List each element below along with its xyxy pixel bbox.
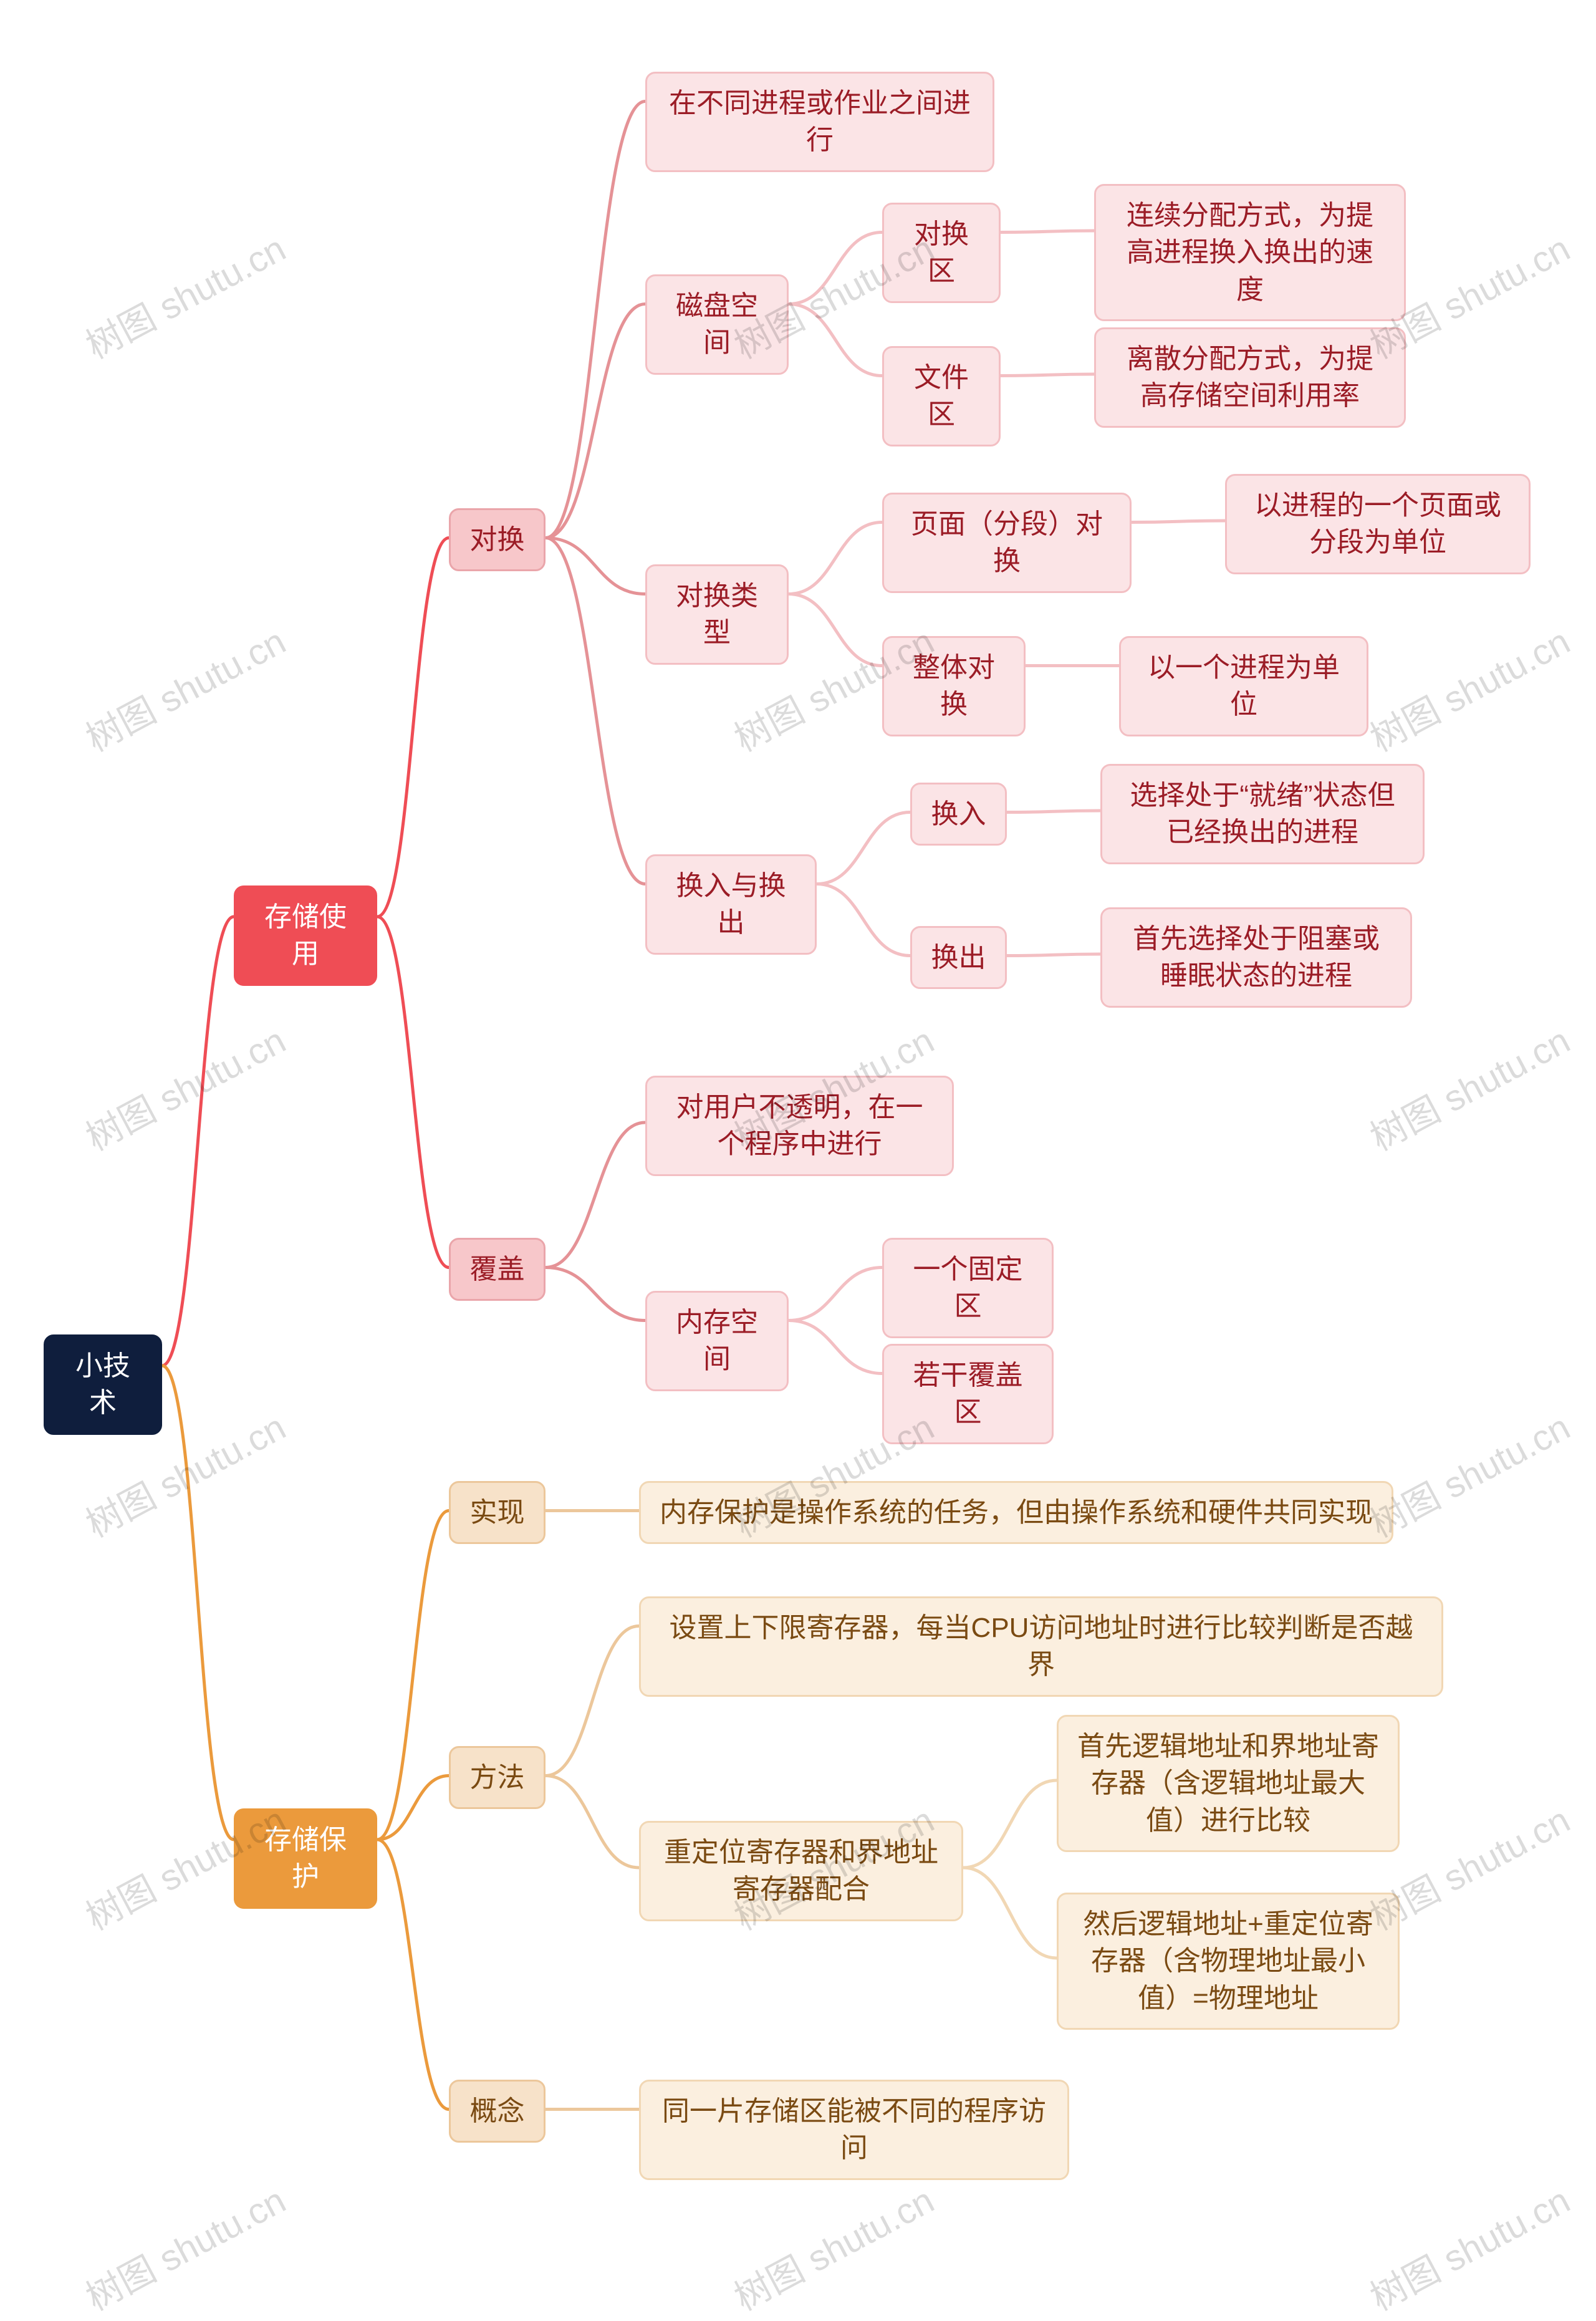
edge-method-method_1 xyxy=(546,1626,639,1776)
edge-storage_use-swap xyxy=(377,538,449,917)
edge-storage_prot-impl xyxy=(377,1511,449,1840)
edge-root-storage_prot xyxy=(162,1366,234,1840)
edge-inout-swapout xyxy=(817,884,910,956)
edge-method-method_2 xyxy=(546,1776,639,1868)
node-swapin_d[interactable]: 选择处于“就绪”状态但已经换出的进程 xyxy=(1100,764,1425,864)
edge-mem_space-fixed_area xyxy=(789,1268,882,1321)
edge-method_2-method_2a xyxy=(963,1780,1057,1868)
edge-storage_prot-concept xyxy=(377,1840,449,2110)
node-swapin[interactable]: 换入 xyxy=(910,783,1007,846)
node-swap_area[interactable]: 对换区 xyxy=(882,203,1001,303)
edge-swap-disk_space xyxy=(546,304,645,538)
node-concept_d[interactable]: 同一片存储区能被不同的程序访问 xyxy=(639,2080,1069,2180)
node-inout[interactable]: 换入与换出 xyxy=(645,854,817,955)
edge-file_area-file_area_d xyxy=(1001,374,1094,376)
watermark: 树图 shutu.cn xyxy=(75,220,294,369)
node-mem_space[interactable]: 内存空间 xyxy=(645,1291,789,1391)
edge-swap-swap_proc xyxy=(546,102,645,538)
edge-swap_type-whole_swap xyxy=(789,594,882,666)
edge-disk_space-file_area xyxy=(789,304,882,376)
edge-swapout-swapout_d xyxy=(1007,954,1100,956)
edge-overlay-mem_space xyxy=(546,1268,645,1321)
edge-overlay-overlay_u xyxy=(546,1122,645,1268)
edge-inout-swapin xyxy=(817,813,910,884)
edge-method_2-method_2b xyxy=(963,1868,1057,1958)
watermark: 树图 shutu.cn xyxy=(1360,2171,1578,2320)
node-storage_prot[interactable]: 存储保护 xyxy=(234,1808,377,1909)
node-overlay_u[interactable]: 对用户不透明，在一个程序中进行 xyxy=(645,1076,954,1176)
edge-storage_use-overlay xyxy=(377,917,449,1268)
node-page_swap_d[interactable]: 以进程的一个页面或分段为单位 xyxy=(1225,474,1531,574)
node-page_swap[interactable]: 页面（分段）对换 xyxy=(882,493,1132,593)
node-method_2a[interactable]: 首先逻辑地址和界地址寄存器（含逻辑地址最大值）进行比较 xyxy=(1057,1715,1400,1852)
node-file_area_d[interactable]: 离散分配方式，为提高存储空间利用率 xyxy=(1094,327,1406,428)
node-method_2b[interactable]: 然后逻辑地址+重定位寄存器（含物理地址最小值）=物理地址 xyxy=(1057,1893,1400,2030)
node-root[interactable]: 小技术 xyxy=(44,1334,162,1435)
node-overlay[interactable]: 覆盖 xyxy=(449,1238,546,1301)
node-storage_use[interactable]: 存储使用 xyxy=(234,885,377,986)
edge-disk_space-swap_area xyxy=(789,233,882,304)
node-swap[interactable]: 对换 xyxy=(449,508,546,571)
node-swap_area_d[interactable]: 连续分配方式，为提高进程换入换出的速度 xyxy=(1094,184,1406,321)
node-disk_space[interactable]: 磁盘空间 xyxy=(645,274,789,375)
edge-mem_space-overlay_area xyxy=(789,1321,882,1374)
node-concept[interactable]: 概念 xyxy=(449,2080,546,2143)
node-whole_swap[interactable]: 整体对换 xyxy=(882,636,1026,736)
node-swapout[interactable]: 换出 xyxy=(910,926,1007,989)
edge-swapin-swapin_d xyxy=(1007,811,1100,813)
edge-swap_area-swap_area_d xyxy=(1001,231,1094,233)
watermark: 树图 shutu.cn xyxy=(1360,612,1578,761)
node-method_1[interactable]: 设置上下限寄存器，每当CPU访问地址时进行比较判断是否越界 xyxy=(639,1596,1443,1697)
edge-storage_prot-method xyxy=(377,1776,449,1840)
node-swapout_d[interactable]: 首先选择处于阻塞或睡眠状态的进程 xyxy=(1100,907,1412,1008)
watermark: 树图 shutu.cn xyxy=(75,2171,294,2320)
node-whole_swap_d[interactable]: 以一个进程为单位 xyxy=(1119,636,1368,736)
edge-swap_type-page_swap xyxy=(789,523,882,594)
edge-swap-inout xyxy=(546,538,645,884)
watermark: 树图 shutu.cn xyxy=(724,2171,942,2320)
node-overlay_area[interactable]: 若干覆盖区 xyxy=(882,1344,1054,1444)
node-swap_proc[interactable]: 在不同进程或作业之间进行 xyxy=(645,72,994,172)
node-impl_d[interactable]: 内存保护是操作系统的任务，但由操作系统和硬件共同实现 xyxy=(639,1481,1393,1544)
node-impl[interactable]: 实现 xyxy=(449,1481,546,1544)
node-method[interactable]: 方法 xyxy=(449,1746,546,1809)
node-method_2[interactable]: 重定位寄存器和界地址寄存器配合 xyxy=(639,1821,963,1921)
edge-root-storage_use xyxy=(162,917,234,1366)
node-swap_type[interactable]: 对换类型 xyxy=(645,564,789,665)
edge-swap-swap_type xyxy=(546,538,645,594)
node-fixed_area[interactable]: 一个固定区 xyxy=(882,1238,1054,1338)
edge-page_swap-page_swap_d xyxy=(1132,521,1225,523)
watermark: 树图 shutu.cn xyxy=(75,1011,294,1160)
watermark: 树图 shutu.cn xyxy=(75,612,294,761)
mindmap-canvas: 小技术 存储使用 对换 在不同进程或作业之间进行磁盘空间对换区连续分配方式，为提高进程… xyxy=(0,0,1596,2271)
node-file_area[interactable]: 文件区 xyxy=(882,346,1001,446)
watermark: 树图 shutu.cn xyxy=(1360,1011,1578,1160)
